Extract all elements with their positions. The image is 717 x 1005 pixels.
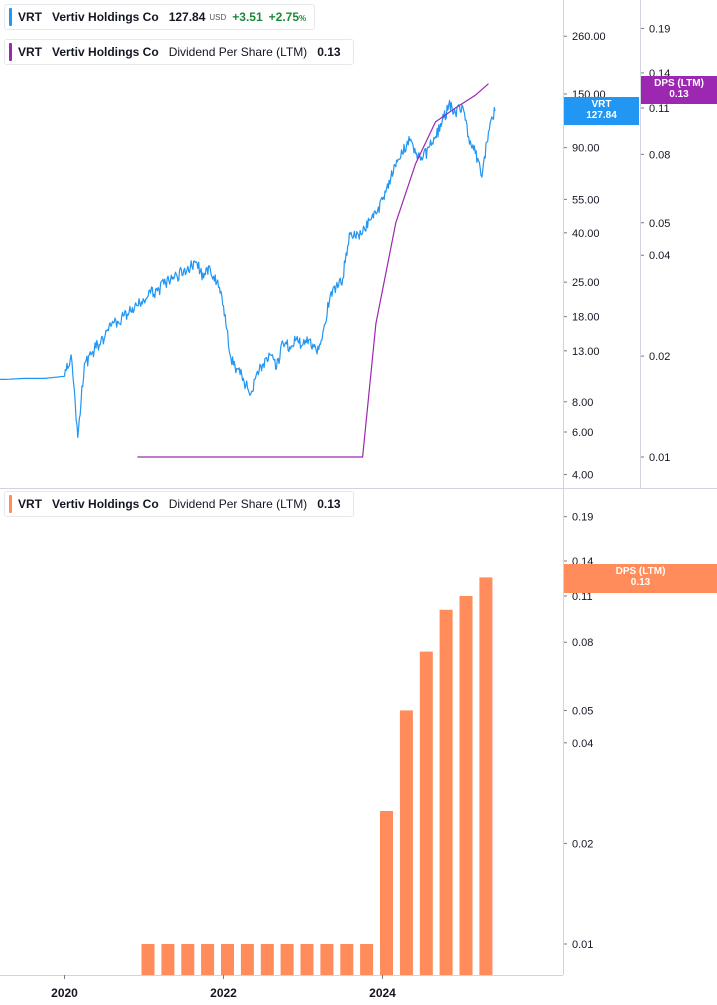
legend-dps-line-name: Vertiv Holdings Co [52,45,159,59]
legend-dps-line-symbol: VRT [18,45,42,59]
price-axis-tick-label: 90.00 [572,143,600,155]
legend-price-value: 127.84 [168,10,206,24]
dps-axis-tick-label: 0.01 [649,452,670,464]
dps-bar [320,944,334,975]
dps-bar [181,944,195,975]
price-axis-tick-label: 55.00 [572,194,600,206]
dps-bar [240,944,254,975]
dps-bar [479,577,493,975]
legend-dps-bars-symbol: VRT [18,497,42,511]
price-axis-tick-label: 18.00 [572,312,600,324]
dps-bar [340,944,354,975]
dps-axis-tick-label: 0.04 [649,250,670,262]
dps-tag-top-value: 0.13 [669,89,689,100]
dps-bar [300,944,314,975]
bar-axis-tick-label: 0.05 [572,705,593,717]
dps-axis-tick-label: 0.02 [649,351,670,363]
dps-tag-bottom-label: DPS (LTM) [615,566,666,577]
dps-bar [141,944,155,975]
legend-dps-bars-name: Vertiv Holdings Co [52,497,159,511]
dps-bar [459,596,473,975]
price-axis-tick-label: 8.00 [572,397,593,409]
legend-dps-bars-metric: Dividend Per Share (LTM) [168,497,308,511]
time-axis-tick-label: 2022 [210,986,237,1000]
price-tag-value: 127.84 [586,110,617,121]
time-axis-tick-label: 2020 [51,986,78,1000]
legend-price-change-pct-value: +2.75 [268,10,300,24]
legend-price-currency: USD [209,12,227,22]
dps-bar [399,710,413,975]
dps-tag-bottom: DPS (LTM) 0.13 [564,564,717,593]
dps-tag-bottom-value: 0.13 [630,577,651,588]
legend-dps-bars-value: 0.13 [317,497,341,511]
legend-dps-line-value: 0.13 [317,45,341,59]
bar-axis-tick-label: 0.11 [572,591,593,603]
dps-axis-tick-label: 0.05 [649,218,670,230]
legend-dps-bars-swatch [9,495,12,513]
bar-axis-tick-label: 0.19 [572,512,593,524]
bar-axis-tick-label: 0.02 [572,838,593,850]
price-axis-tick-label: 13.00 [572,346,600,358]
dps-axis-tick-label: 0.19 [649,23,670,35]
legend-price-pct-sign: % [299,14,307,23]
dps-bar [380,811,393,975]
dps-bar [260,944,274,975]
dps-bar [161,944,175,975]
price-axis-tick-label: 6.00 [572,427,593,439]
legend-price[interactable]: VRT Vertiv Holdings Co 127.84 USD +3.51 … [4,4,316,30]
legend-price-name: Vertiv Holdings Co [52,10,159,24]
dps-bar [439,609,453,975]
dps-bar [419,651,433,975]
legend-dps-line-swatch [9,43,12,61]
dps-axis-tick-label: 0.11 [649,103,670,115]
price-tag: VRT 127.84 [564,97,639,125]
legend-dps-line[interactable]: VRT Vertiv Holdings Co Dividend Per Shar… [4,39,354,65]
price-axis-tick-label: 4.00 [572,470,593,482]
price-series-line [0,99,496,438]
bar-axis-tick-label: 0.01 [572,939,593,951]
dps-bar [360,944,374,975]
dps-series-line [137,83,489,458]
dps-bar [221,944,234,975]
legend-dps-bars[interactable]: VRT Vertiv Holdings Co Dividend Per Shar… [4,491,354,517]
dps-bar [201,944,215,975]
price-axis-tick-label: 40.00 [572,228,600,240]
price-tag-symbol: VRT [591,99,612,110]
legend-price-swatch [9,8,12,26]
dps-tag-top: DPS (LTM) 0.13 [641,76,717,104]
dps-tag-top-label: DPS (LTM) [654,78,704,89]
time-axis-tick-label: 2024 [369,986,396,1000]
price-axis-tick-label: 25.00 [572,277,600,289]
legend-price-change: +3.51 [232,10,263,24]
legend-dps-line-metric: Dividend Per Share (LTM) [168,45,308,59]
legend-price-symbol: VRT [18,10,42,24]
dps-bar [280,944,294,975]
bar-axis-tick-label: 0.04 [572,738,593,750]
price-axis-tick-label: 260.00 [572,31,606,43]
dps-axis-tick-label: 0.08 [649,149,670,161]
legend-price-change-pct: +2.75% [269,10,307,24]
bar-axis-tick-label: 0.08 [572,637,593,649]
